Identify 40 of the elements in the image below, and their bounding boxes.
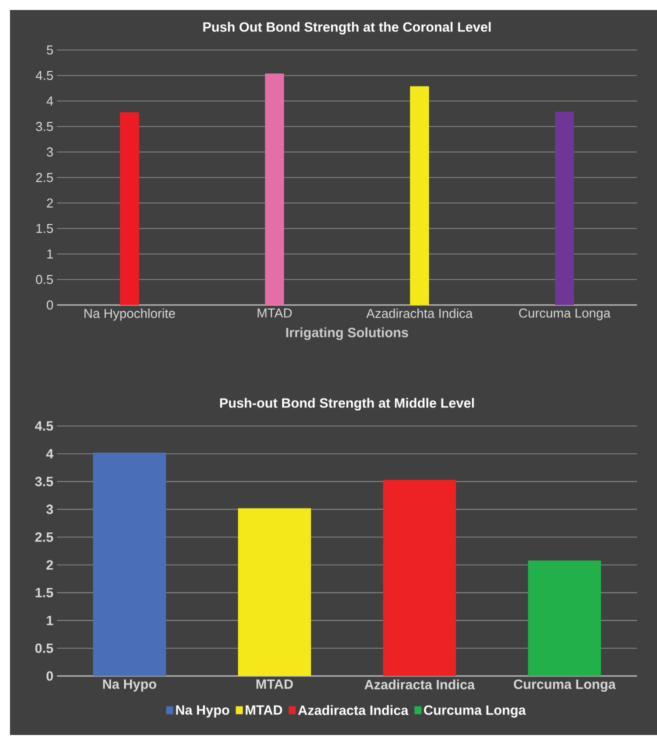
legend-label: Azadiracta Indica bbox=[298, 705, 408, 716]
x-axis-title: Irrigating Solutions bbox=[286, 327, 408, 340]
bar bbox=[410, 86, 430, 305]
x-tick-label: Azadirachta Indica bbox=[366, 308, 473, 318]
y-tick-label: 3.5 bbox=[36, 122, 53, 132]
y-tick-label: 2.5 bbox=[36, 172, 53, 182]
y-tick-label: 2.5 bbox=[35, 532, 54, 542]
bar bbox=[120, 112, 139, 305]
y-tick-label: 0 bbox=[46, 671, 53, 681]
y-tick-label: 1 bbox=[46, 616, 54, 626]
y-tick-label: 1.5 bbox=[36, 224, 53, 234]
y-tick-label: 4 bbox=[46, 96, 54, 106]
x-tick-label: MTAD bbox=[256, 680, 293, 689]
x-tick-label: Curcuma Longa bbox=[514, 680, 616, 692]
y-tick-label: 2 bbox=[46, 560, 53, 570]
y-tick-label: 5 bbox=[46, 45, 53, 55]
x-tick-label: Na Hypochlorite bbox=[84, 308, 175, 321]
chart-title: Push Out Bond Strength at the Coronal Level bbox=[203, 22, 491, 34]
y-tick-label: 4.5 bbox=[36, 70, 53, 80]
x-tick-label: Curcuma Longa bbox=[519, 308, 611, 320]
y-tick-label: 4.5 bbox=[34, 421, 54, 431]
chart-title: Push-out Bond Strength at Middle Level bbox=[220, 398, 474, 410]
y-tick-label: 0.5 bbox=[35, 643, 54, 653]
legend-label: MTAD bbox=[246, 705, 282, 715]
y-tick-label: 2 bbox=[46, 198, 53, 208]
x-tick-label: MTAD bbox=[258, 308, 292, 318]
y-tick-label: 3.5 bbox=[35, 476, 54, 486]
x-tick-label: Azadiracta Indica bbox=[364, 680, 475, 690]
legend-label: Na Hypo bbox=[176, 705, 230, 718]
y-tick-label: 0 bbox=[46, 300, 53, 310]
legend-label: Curcuma Longa bbox=[424, 705, 526, 718]
bar bbox=[265, 73, 284, 305]
y-tick-label: 4 bbox=[46, 449, 54, 458]
bar bbox=[555, 112, 574, 305]
y-tick-label: 1 bbox=[47, 250, 53, 258]
y-tick-label: 1.5 bbox=[36, 588, 54, 598]
x-tick-label: Na Hypo bbox=[103, 680, 156, 692]
y-tick-label: 3 bbox=[46, 504, 53, 514]
y-tick-label: 0.5 bbox=[36, 274, 53, 284]
y-tick-label: 3 bbox=[46, 147, 53, 157]
